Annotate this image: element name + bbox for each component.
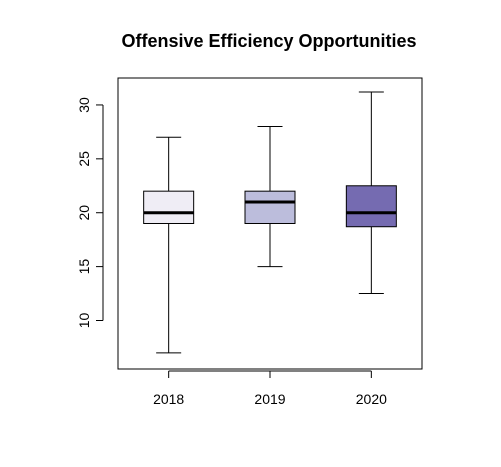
x-tick-label: 2018 — [153, 391, 184, 407]
x-tick-label: 2020 — [356, 391, 387, 407]
chart-title: Offensive Efficiency Opportunities — [121, 31, 416, 51]
plot-area: 10 15 20 25 30 2018 2019 2020 — [76, 77, 423, 407]
y-tick-label: 30 — [76, 97, 92, 113]
box-2020 — [345, 185, 397, 228]
y-tick-label: 20 — [76, 205, 92, 221]
plot-frame — [117, 77, 423, 370]
y-tick-label: 25 — [76, 151, 92, 167]
x-tick-label: 2019 — [254, 391, 285, 407]
y-tick-label: 15 — [76, 259, 92, 275]
y-tick-label: 10 — [76, 313, 92, 329]
box-2019 — [244, 190, 296, 225]
box-2018 — [143, 190, 195, 225]
